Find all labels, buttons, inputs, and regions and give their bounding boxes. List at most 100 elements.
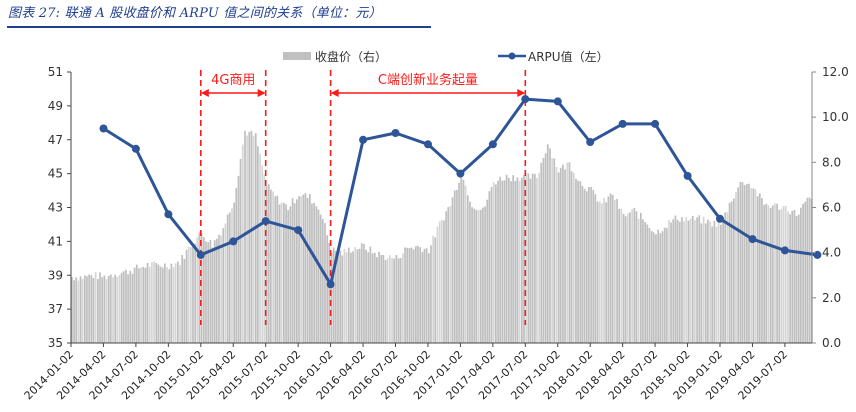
price-bar [428, 253, 430, 343]
price-bar [601, 203, 603, 343]
price-bar [412, 249, 415, 343]
price-bar [508, 177, 510, 343]
price-bar [363, 244, 365, 343]
price-bar [257, 146, 259, 343]
price-bar [371, 253, 374, 343]
price-bar [635, 211, 638, 343]
left-axis-tick-label: 47 [48, 133, 63, 147]
price-bar [778, 209, 781, 343]
price-bar [127, 274, 129, 343]
price-bar [140, 267, 142, 343]
price-bar [523, 174, 525, 343]
price-bar [603, 198, 605, 343]
price-bar [161, 267, 164, 343]
arpu-line [99, 95, 822, 289]
price-bar [737, 187, 740, 343]
price-bar [125, 269, 127, 343]
price-bar [791, 210, 794, 343]
price-bar [674, 215, 677, 343]
price-bar [557, 172, 560, 343]
price-bar [291, 198, 294, 343]
price-bar [71, 277, 73, 343]
price-bar [655, 234, 657, 343]
price-bar [131, 273, 134, 343]
price-bar [566, 162, 569, 343]
price-bar [194, 243, 197, 343]
price-bar [627, 213, 629, 343]
price-bar [717, 221, 720, 343]
price-bar [157, 264, 160, 343]
price-bar [795, 216, 798, 343]
price-bar [300, 196, 303, 343]
price-bar [211, 247, 214, 343]
arpu-marker [391, 129, 400, 137]
price-bar [75, 277, 78, 343]
price-bar [155, 263, 158, 343]
price-bar [228, 212, 231, 343]
price-bar [771, 205, 774, 343]
price-bar [661, 231, 664, 343]
price-bar [350, 252, 352, 343]
price-bar [302, 194, 305, 343]
price-bar [343, 248, 346, 343]
arpu-marker [326, 280, 335, 289]
left-axis-tick-label: 37 [48, 302, 63, 316]
price-bar [430, 245, 432, 343]
price-bar [393, 258, 396, 343]
price-bar [267, 184, 270, 343]
price-bar [209, 239, 212, 343]
price-bar [756, 196, 759, 343]
price-bar [678, 221, 681, 343]
price-bar [289, 206, 292, 343]
price-bar [423, 248, 426, 343]
arpu-marker [521, 95, 530, 104]
price-bar [164, 263, 166, 343]
price-bar [196, 237, 199, 343]
price-bar [750, 188, 753, 343]
price-bar [471, 207, 473, 343]
price-bar [168, 269, 171, 343]
price-bar [665, 228, 668, 343]
price-bar [748, 183, 750, 343]
price-bar [739, 181, 742, 343]
figure-title: 图表 27: 联通 A 股收盘价和 ARPU 值之间的关系（单位：元） [8, 6, 382, 21]
price-bar [133, 267, 136, 343]
price-bar [715, 227, 718, 343]
arpu-marker [651, 119, 660, 128]
annotation-label: 4G商用 [211, 73, 255, 88]
price-bar [402, 253, 404, 343]
price-bar [105, 279, 108, 343]
price-bar [512, 175, 515, 343]
price-bar [588, 187, 590, 343]
price-bar [659, 233, 662, 343]
arpu-marker [424, 140, 432, 149]
price-bar [624, 216, 627, 343]
price-bar [510, 181, 512, 343]
price-bar [146, 263, 149, 343]
price-bar [696, 217, 698, 343]
price-bar [453, 190, 456, 343]
price-bar [482, 207, 484, 343]
price-bar [339, 250, 342, 343]
price-bar [464, 185, 467, 343]
price-bar [440, 219, 443, 343]
arpu-marker [359, 135, 368, 144]
price-bar [555, 167, 558, 343]
price-bar [490, 186, 493, 343]
price-bar [572, 172, 575, 343]
price-bar [382, 255, 385, 343]
price-bar [90, 275, 93, 343]
price-bar [421, 252, 424, 343]
price-bar [170, 263, 173, 343]
price-bar [116, 276, 119, 343]
arpu-marker [294, 226, 303, 235]
arpu-marker [586, 138, 595, 146]
price-bar [728, 202, 731, 343]
price-bar [538, 173, 541, 343]
price-bar [733, 198, 735, 343]
price-bar [205, 241, 207, 343]
price-bar [529, 178, 532, 343]
price-bar [590, 186, 592, 343]
price-bar [583, 188, 586, 343]
